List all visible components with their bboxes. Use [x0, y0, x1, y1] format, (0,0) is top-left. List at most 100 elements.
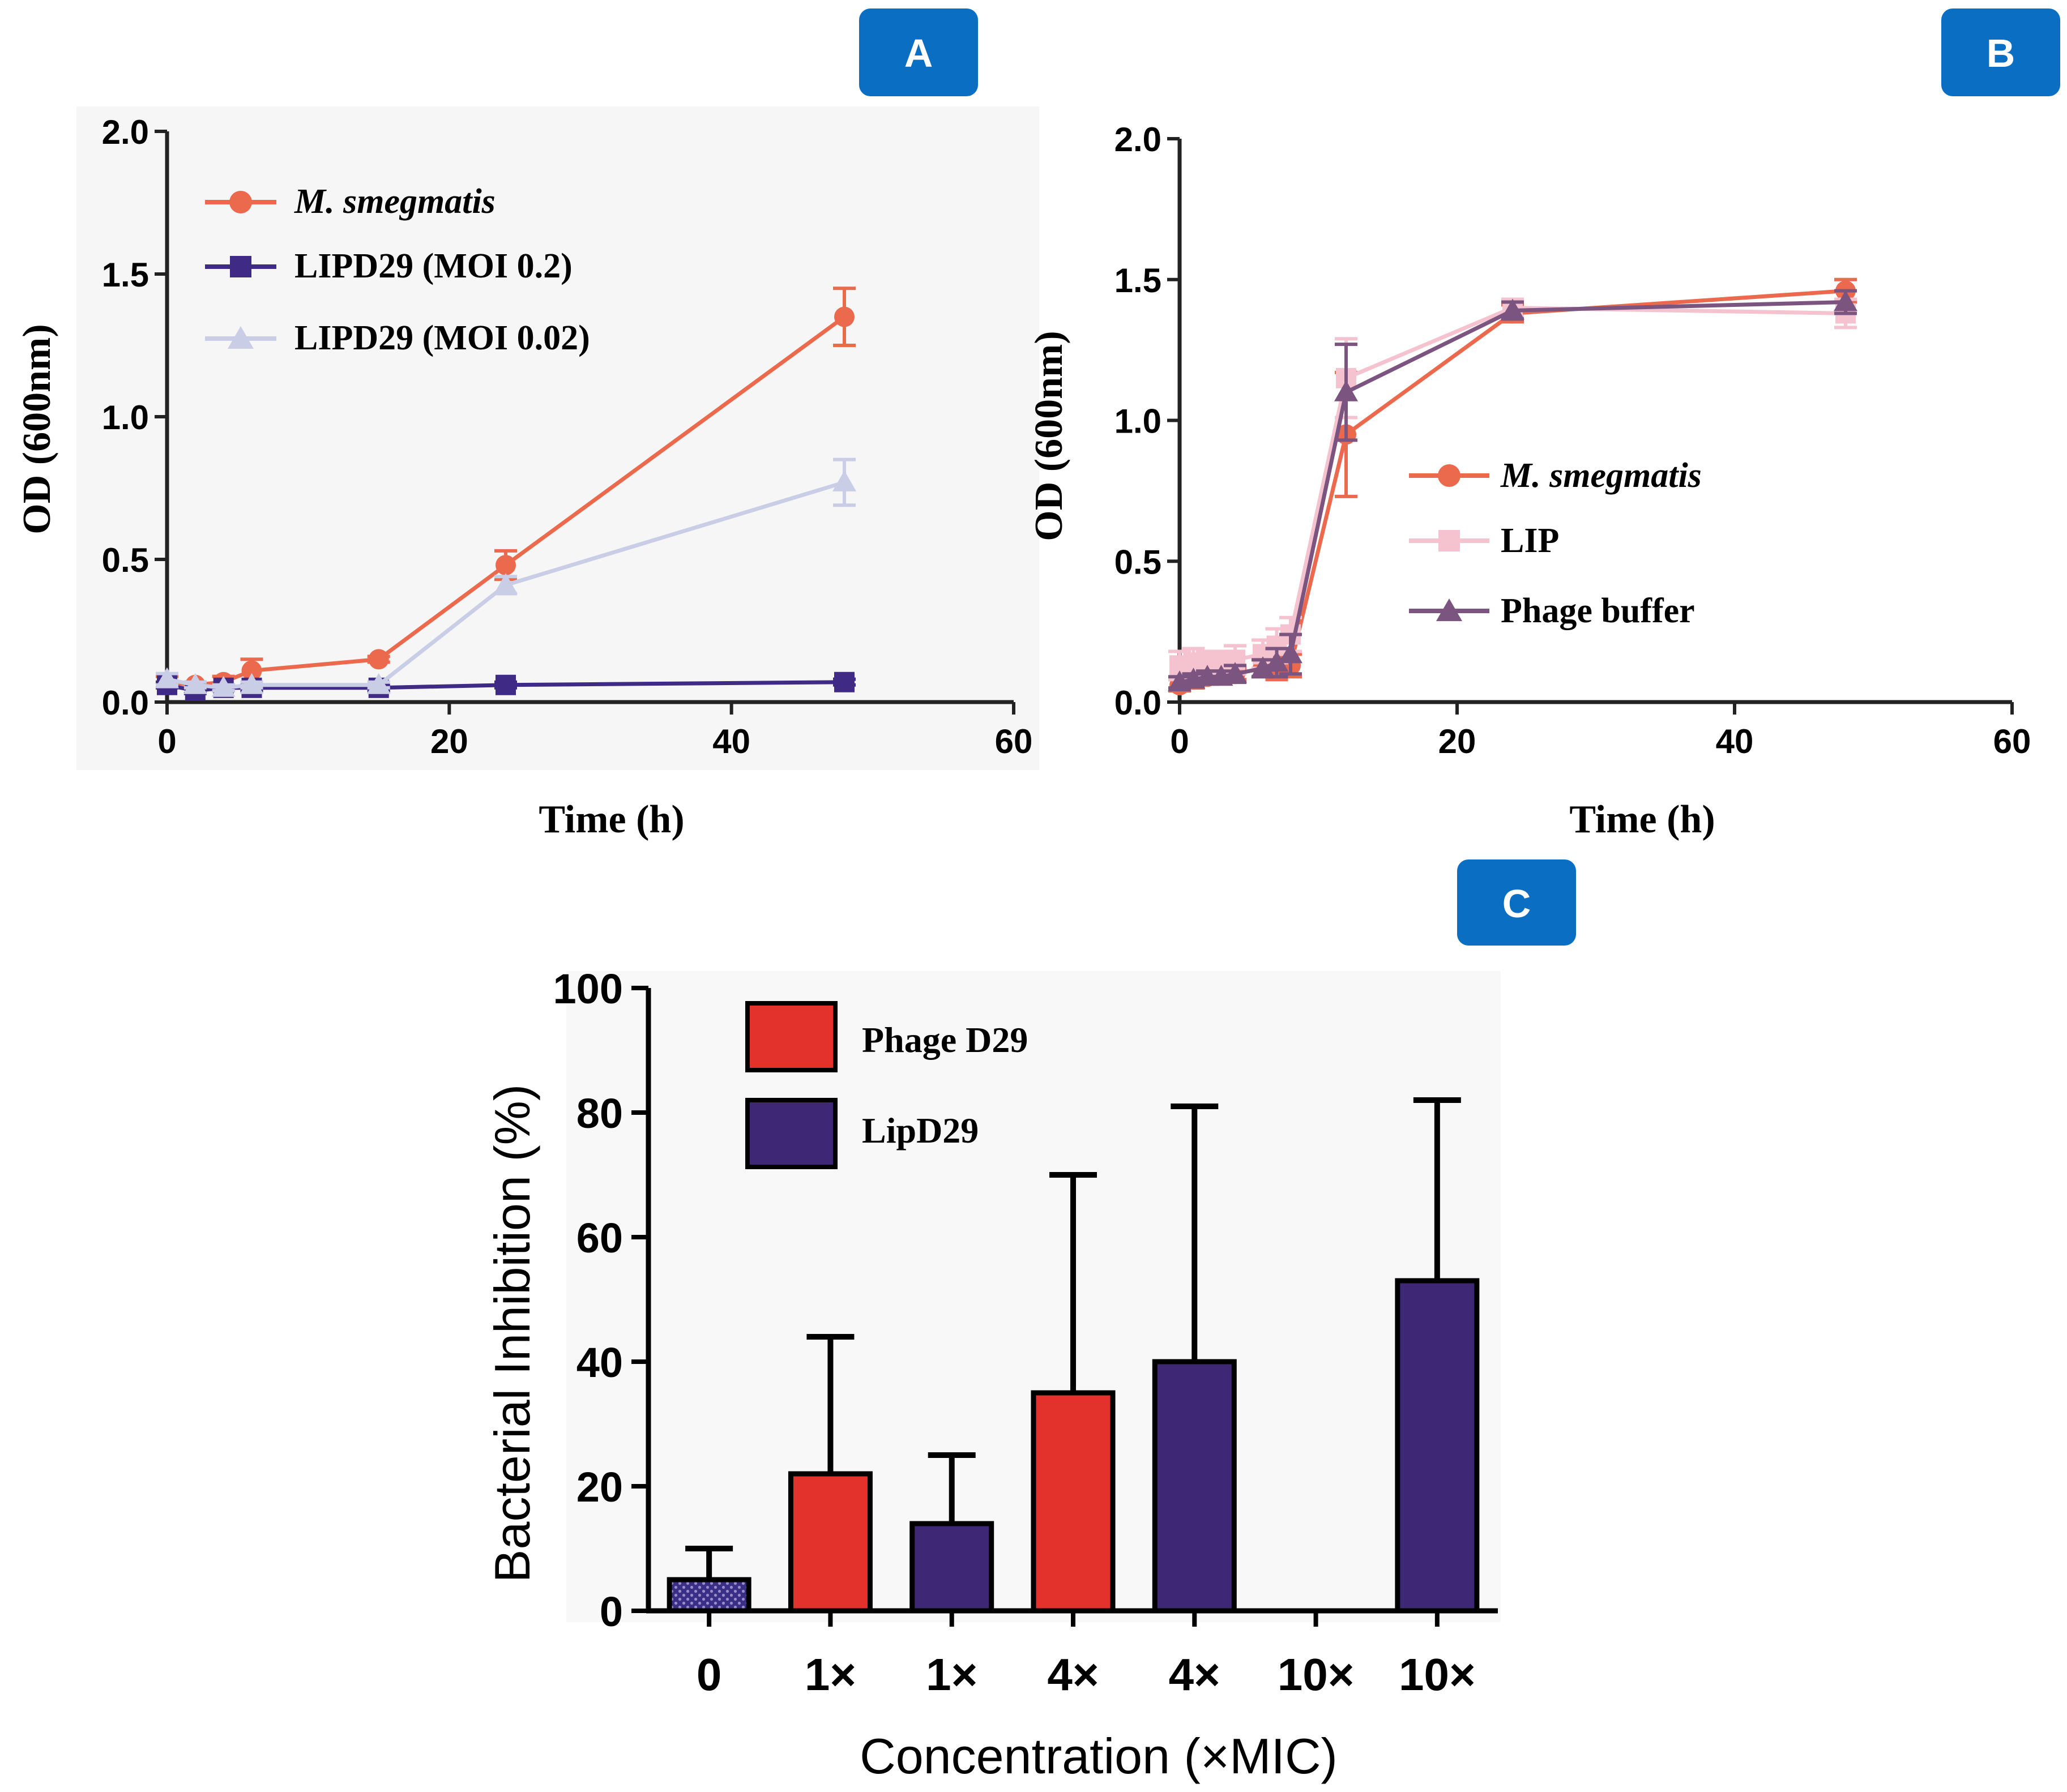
- data-point-triangle: [1501, 298, 1524, 320]
- panel-c-y-axis-label: Bacterial Inhibition (%): [484, 1084, 540, 1583]
- data-point-circle: [368, 649, 389, 670]
- panel-b-legend: M. smegmatis LIP Phage buffer: [1409, 456, 1702, 630]
- x-tick-label: 0: [697, 1649, 722, 1700]
- bar-phage-d29: [788, 1471, 873, 1614]
- panel-b-badge-label: B: [1987, 31, 2015, 75]
- data-point-square: [834, 672, 855, 692]
- legend-label-lipd29: LipD29: [862, 1110, 979, 1151]
- panel-a-y-axis-label: OD (600nm): [15, 324, 59, 534]
- x-tick-label: 40: [712, 722, 750, 760]
- y-tick-label: 1.5: [102, 256, 149, 294]
- data-point-circle: [834, 306, 855, 327]
- y-tick-label: 1.0: [102, 399, 149, 437]
- data-point-triangle: [1834, 290, 1857, 311]
- y-tick-label: 1.0: [1114, 403, 1161, 440]
- panel-c-badge-label: C: [1502, 882, 1531, 926]
- data-point-triangle: [240, 673, 264, 694]
- x-tick-label: 60: [1993, 722, 2031, 760]
- panel-a-badge-box: [859, 8, 978, 96]
- panel-b-series: [1168, 277, 1857, 696]
- panel-c-badge: C: [1457, 859, 1576, 946]
- y-tick-label: 0.5: [1114, 543, 1161, 581]
- x-tick-label: 4×: [1169, 1649, 1220, 1700]
- panel-a-x-axis-label: Time (h): [539, 798, 684, 841]
- y-tick-label: 100: [553, 965, 623, 1012]
- x-tick-label: 10×: [1278, 1649, 1355, 1700]
- panel-a-badge-label: A: [904, 31, 933, 75]
- legend-marker-square: [230, 256, 251, 277]
- panel-c-badge-box: [1457, 859, 1576, 946]
- bar-control: [667, 1577, 751, 1614]
- data-point-triangle: [366, 673, 391, 694]
- legend-swatch-lipd29: [745, 1098, 838, 1169]
- x-tick-label: 1×: [805, 1649, 856, 1700]
- x-tick-label: 0: [157, 722, 176, 760]
- series-lipd29-moi-0-02-: [155, 457, 856, 697]
- panel-b-axes: 0.0 0.5 1.0 1.5 2.0 0 20 40 60: [1114, 121, 2031, 760]
- y-tick-label: 0.0: [102, 684, 149, 722]
- y-tick-label: 0: [600, 1588, 623, 1635]
- y-tick-label: 0.5: [102, 541, 149, 579]
- data-point-triangle: [832, 470, 856, 491]
- panel-c-legend: Phage D29 LipD29: [745, 1001, 1028, 1169]
- y-tick-label: 0.0: [1114, 684, 1161, 722]
- data-point-triangle: [155, 667, 179, 688]
- panel-c-bars: [667, 1097, 1480, 1614]
- bar-lipd29: [1395, 1278, 1480, 1614]
- panel-c-axes: 0 20 40 60 80 100 0 1× 1× 4× 4× 10× 10×: [553, 965, 1498, 1700]
- panel-b-badge: B: [1941, 8, 2060, 96]
- legend-label-m-smegmatis: M. smegmatis: [294, 182, 496, 221]
- y-tick-label: 60: [576, 1214, 623, 1261]
- panel-c-x-axis-label: Concentration (×MIC): [860, 1728, 1338, 1784]
- x-tick-label: 60: [995, 722, 1033, 760]
- series-phage-buffer: [1168, 289, 1857, 692]
- panel-b: B 0.0 0.5 1.0 1.5 2.0 0 20 40 60 M. smegmatis LI…: [1027, 8, 2060, 841]
- x-tick-label: 4×: [1047, 1649, 1099, 1700]
- data-point-triangle: [211, 675, 236, 697]
- legend-marker-square: [1438, 530, 1460, 551]
- x-tick-label: 10×: [1399, 1649, 1476, 1700]
- data-point-triangle: [1334, 380, 1358, 401]
- panel-a-axes: 0.0 0.5 1.0 1.5 2.0 0 20 40 60: [102, 113, 1033, 760]
- y-tick-label: 2.0: [102, 113, 149, 151]
- legend-label-m-smegmatis: M. smegmatis: [1500, 456, 1702, 495]
- x-tick-label: 40: [1716, 722, 1754, 760]
- bar-phage-d29: [1031, 1390, 1116, 1614]
- y-tick-label: 80: [576, 1090, 623, 1137]
- y-tick-label: 2.0: [1114, 121, 1161, 159]
- data-point-triangle: [1265, 651, 1289, 672]
- panel-b-x-axis-label: Time (h): [1569, 798, 1715, 841]
- data-point-triangle: [1223, 662, 1247, 683]
- panel-b-y-axis-label: OD (600nm): [1027, 331, 1071, 541]
- data-point-square: [496, 674, 516, 695]
- panel-c: C 0 20 40 60 80 100 0 1× 1× 4× 4× 10× 10× Phage D29 …: [484, 859, 1576, 1784]
- data-point-triangle: [1251, 656, 1275, 678]
- bar-lipd29: [909, 1521, 994, 1614]
- x-tick-label: 1×: [926, 1649, 977, 1700]
- panel-a-background: [76, 106, 1039, 770]
- y-tick-label: 40: [576, 1339, 623, 1386]
- y-tick-label: 20: [576, 1464, 623, 1511]
- legend-label-lipd29-moi-02: LIPD29 (MOI 0.2): [294, 247, 573, 285]
- data-point-triangle: [1279, 642, 1302, 664]
- legend-marker-triangle: [228, 326, 254, 349]
- panel-a-legend: M. smegmatis LIPD29 (MOI 0.2) LIPD29 (MO…: [205, 182, 590, 357]
- panel-a-series: [155, 286, 856, 701]
- panel-b-badge-box: [1941, 8, 2060, 96]
- x-tick-label: 20: [1438, 722, 1476, 760]
- legend-label-lipd29-moi-002: LIPD29 (MOI 0.02): [294, 319, 590, 357]
- data-point-triangle: [494, 573, 518, 595]
- legend-marker-circle: [1438, 464, 1460, 487]
- x-tick-label: 20: [430, 722, 468, 760]
- legend-swatch-phage-d29: [745, 1001, 838, 1072]
- legend-label-phage-buffer: Phage buffer: [1501, 592, 1695, 630]
- legend-marker-triangle: [1436, 598, 1462, 621]
- x-tick-label: 0: [1170, 722, 1189, 760]
- y-tick-label: 1.5: [1114, 262, 1161, 300]
- legend-label-lip: LIP: [1501, 521, 1559, 560]
- data-point-circle: [496, 555, 516, 576]
- bar-lipd29: [1152, 1359, 1237, 1614]
- legend-label-phage-d29: Phage D29: [862, 1020, 1028, 1060]
- data-point-triangle: [183, 673, 207, 694]
